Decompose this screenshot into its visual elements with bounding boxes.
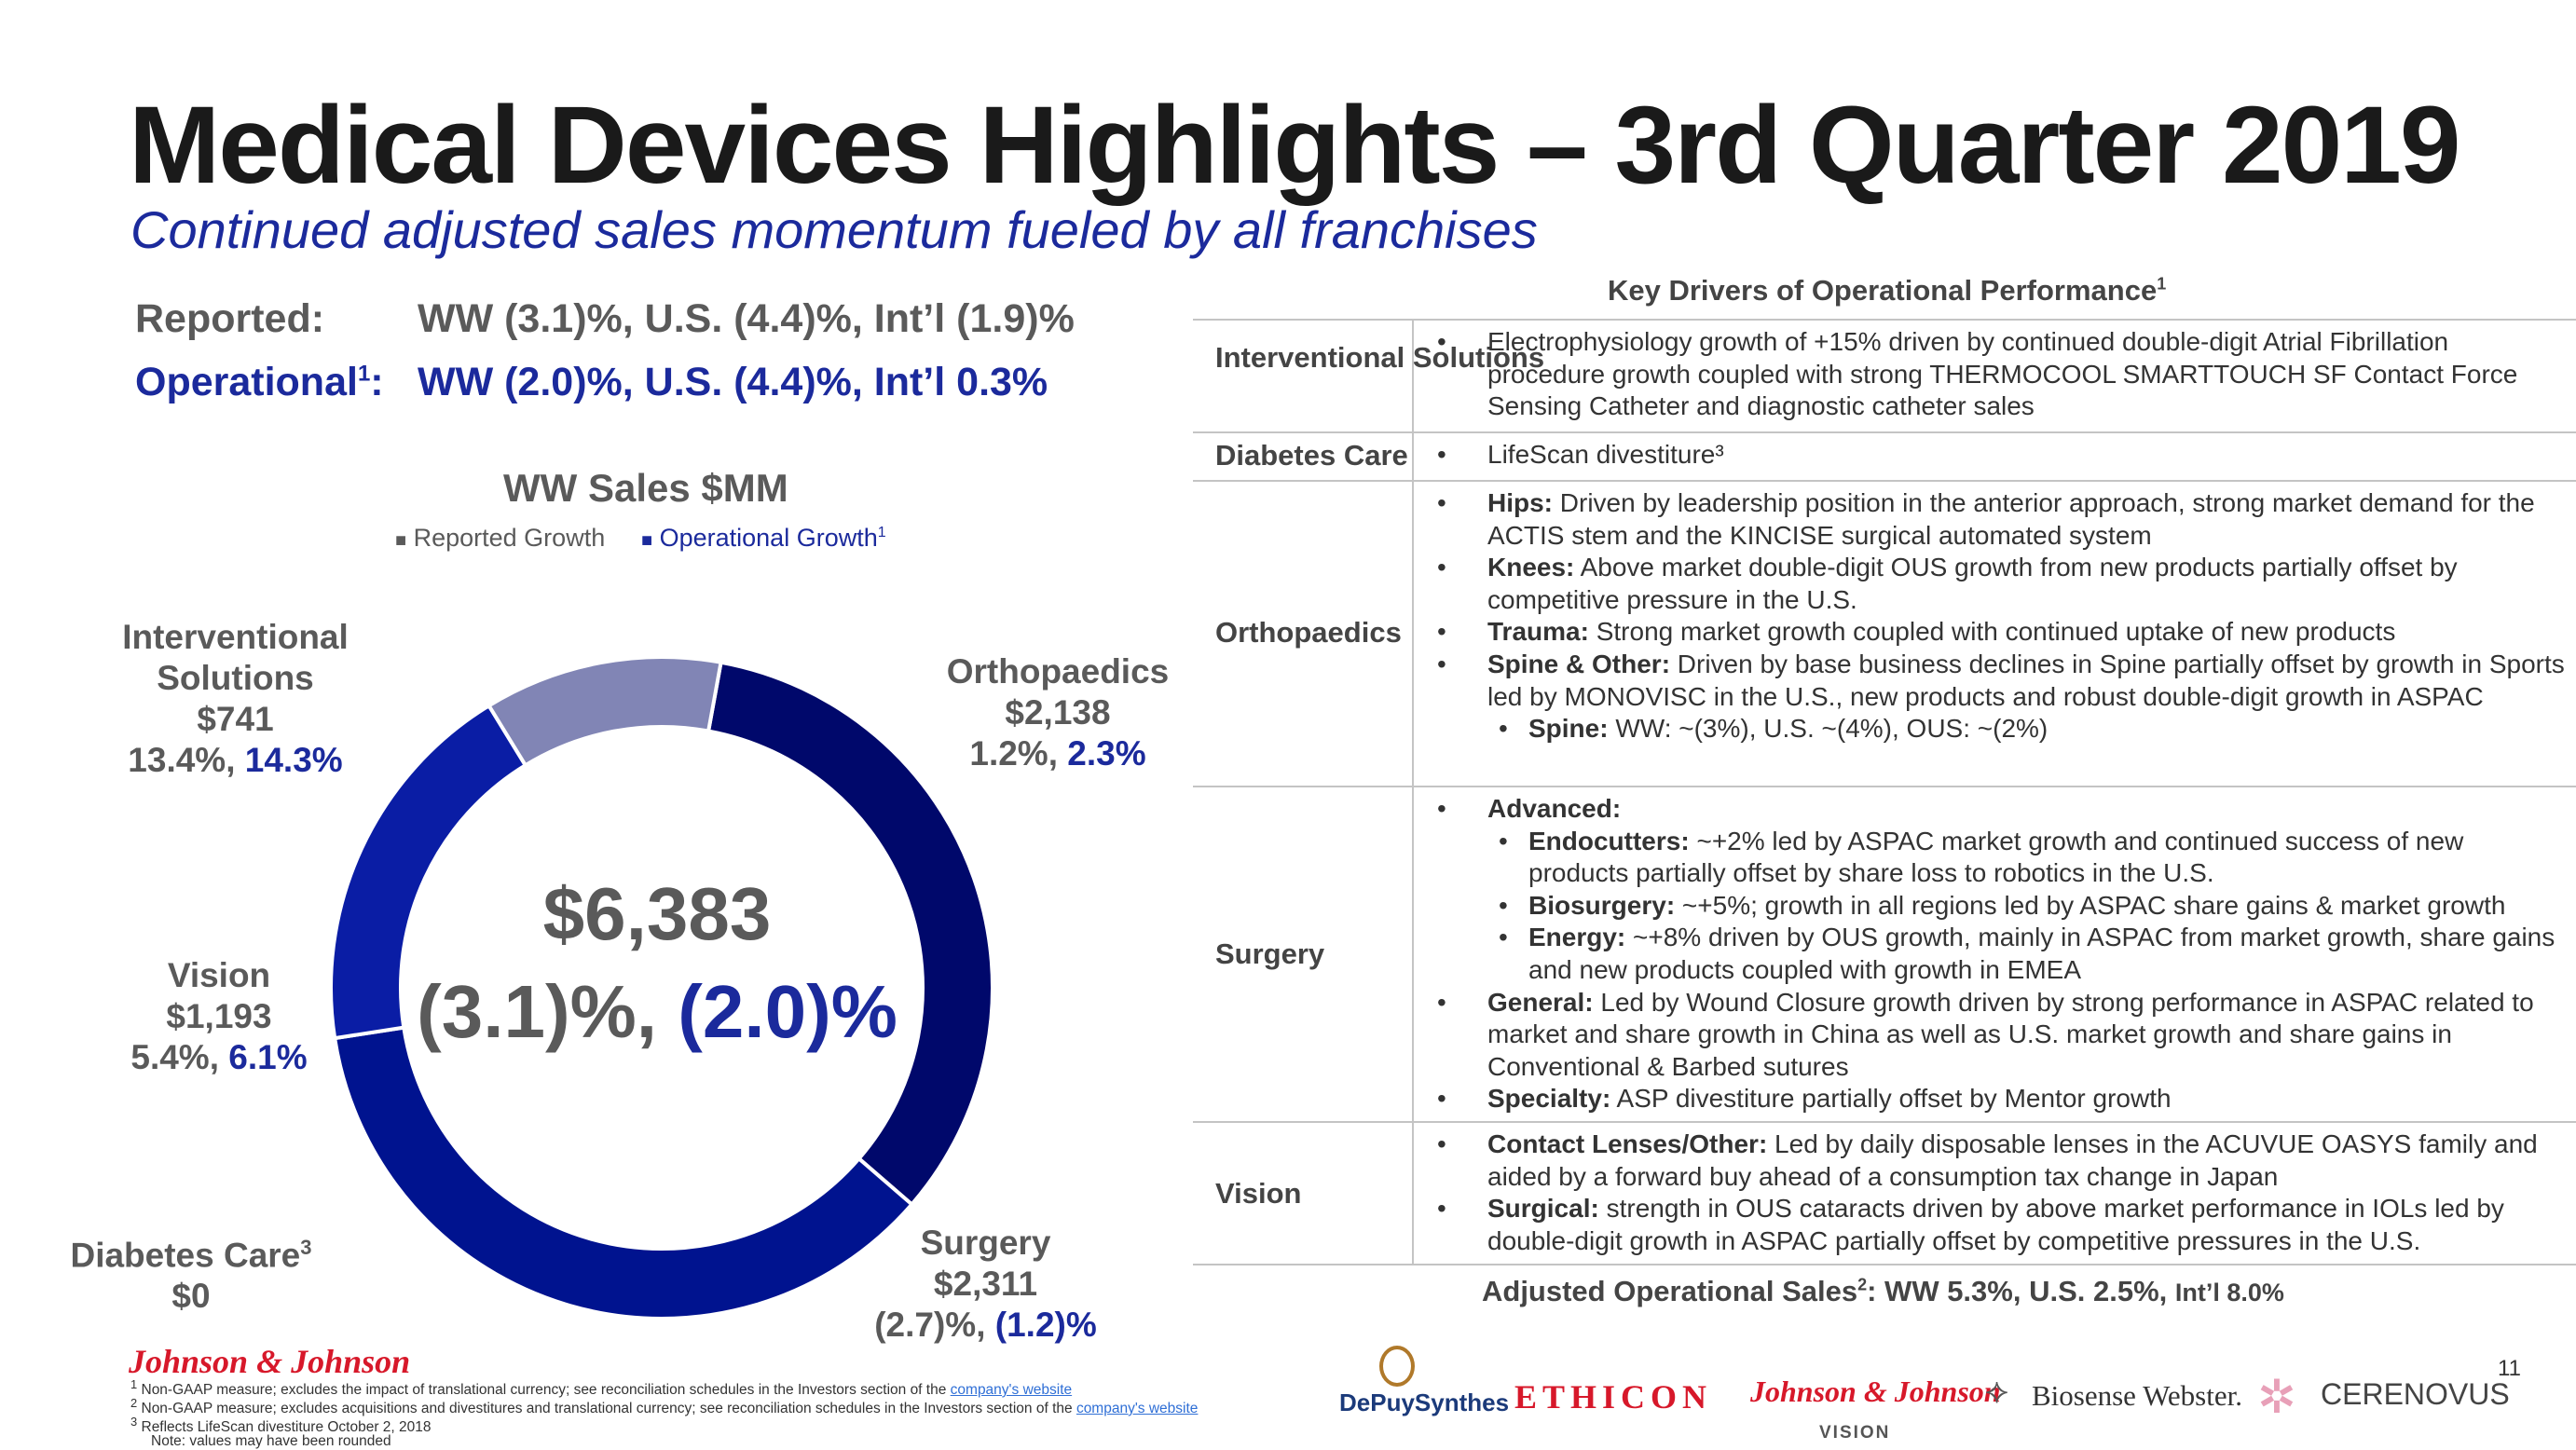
driver-bullet: Energy: ~+8% driven by OUS growth, mainl… [1435,922,2568,986]
label-orthopaedics: Orthopaedics $2,138 1.2%, 2.3% [946,652,1170,773]
page-number: 11 [2498,1356,2521,1381]
company-website-link[interactable]: company's website [950,1382,1073,1399]
depuy-emblem-icon [1379,1346,1415,1387]
divider [1193,1264,2576,1265]
column-divider [1412,319,1414,1264]
driver-bullet: Advanced: [1435,793,2568,826]
driver-bullet: Spine: WW: ~(3%), U.S. ~(4%), OUS: ~(2%) [1435,713,2568,746]
category-orthopaedics: Orthopaedics [1215,616,1402,649]
jj-vision-logo: Johnson & Johnson [1750,1375,2001,1408]
page-title: Medical Devices Highlights – 3rd Quarter… [129,84,2460,207]
footnote-note: Note: values may have been rounded [151,1433,391,1449]
driver-bullet: Spine & Other: Driven by base business d… [1435,649,2568,713]
bullets-diabetes: LifeScan divestiture³ [1435,439,2568,472]
footnote-1: 1 Non-GAAP measure; excludes the impact … [130,1377,1073,1399]
bullets-surgery: Advanced:Endocutters: ~+2% led by ASPAC … [1435,793,2568,1115]
footnote-2: 2 Non-GAAP measure; excludes acquisition… [130,1396,1199,1417]
operational-value: WW (2.0)%, U.S. (4.4)%, Int’l 0.3% [418,360,1048,404]
driver-bullet: Knees: Above market double-digit OUS gro… [1435,552,2568,616]
driver-bullet: General: Led by Wound Closure growth dri… [1435,987,2568,1084]
cerenovus-logo: CERENOVUS [2321,1377,2510,1411]
label-interventional: Interventional Solutions $741 13.4%, 14.… [122,618,349,779]
donut-slice-surgery [332,1025,915,1320]
legend-operational-swatch: ■ [641,530,653,551]
page-subtitle: Continued adjusted sales momentum fueled… [130,200,1538,259]
operational-label: Operational1: [135,360,384,404]
driver-bullet: Trauma: Strong market growth coupled wit… [1435,616,2568,649]
ethicon-logo: ETHICON [1514,1378,1713,1416]
vision-logo-text: VISION [1819,1423,1891,1443]
reported-value: WW (3.1)%, U.S. (4.4)%, Int’l (1.9)% [418,296,1075,341]
biosense-swirl-icon: ⟡ [1985,1372,2009,1411]
company-website-link[interactable]: company's website [1076,1401,1199,1417]
driver-bullet: Endocutters: ~+2% led by ASPAC market gr… [1435,826,2568,890]
category-diabetes: Diabetes Care [1215,439,1408,472]
driver-bullet: Biosurgery: ~+5%; growth in all regions … [1435,890,2568,923]
legend-reported-swatch: ■ [395,530,407,551]
divider [1193,319,2576,321]
chart-title: WW Sales $MM [503,466,788,510]
category-vision: Vision [1215,1177,1302,1210]
jj-logo: Johnson & Johnson [129,1343,411,1380]
driver-bullet: Hips: Driven by leadership position in t… [1435,487,2568,552]
footnote-3: 3 Reflects LifeScan divestiture October … [130,1415,432,1436]
depuy-logo: DePuySynthes [1339,1388,1510,1416]
label-surgery: Surgery $2,311 (2.7)%, (1.2)% [874,1224,1097,1344]
bullets-orthopaedics: Hips: Driven by leadership position in t… [1435,487,2568,746]
reported-label: Reported: [135,296,325,341]
category-surgery: Surgery [1215,937,1325,970]
cerenovus-star-icon: ✲ [2257,1371,2296,1423]
driver-bullet: Contact Lenses/Other: Led by daily dispo… [1435,1129,2568,1193]
driver-bullet: LifeScan divestiture³ [1435,439,2568,472]
donut-chart [329,655,994,1320]
bullets-interventional: Electrophysiology growth of +15% driven … [1435,326,2568,423]
label-diabetes: Diabetes Care3 $0 [70,1236,312,1316]
divider [1193,1121,2576,1123]
divider [1193,431,2576,433]
biosense-logo: Biosense Webster. [2032,1379,2242,1412]
center-growth: (3.1)%, (2.0)% [417,970,897,1053]
legend-reported: ■ Reported Growth [395,524,606,552]
label-vision: Vision $1,193 5.4%, 6.1% [130,956,308,1076]
driver-bullet: Specialty: ASP divestiture partially off… [1435,1083,2568,1115]
divider [1193,480,2576,482]
donut-slice-orthopaedics [706,660,994,1208]
drivers-title: Key Drivers of Operational Performance1 [1608,274,2167,307]
driver-bullet: Surgical: strength in OUS cataracts driv… [1435,1193,2568,1257]
bullets-vision: Contact Lenses/Other: Led by daily dispo… [1435,1129,2568,1257]
center-total: $6,383 [542,872,772,955]
legend-operational: ■ Operational Growth1 [641,524,886,552]
driver-bullet: Electrophysiology growth of +15% driven … [1435,326,2568,423]
adjusted-sales: Adjusted Operational Sales2: WW 5.3%, U.… [1482,1275,2284,1307]
donut-slice-interventional-solutions [486,655,723,768]
divider [1193,786,2576,787]
